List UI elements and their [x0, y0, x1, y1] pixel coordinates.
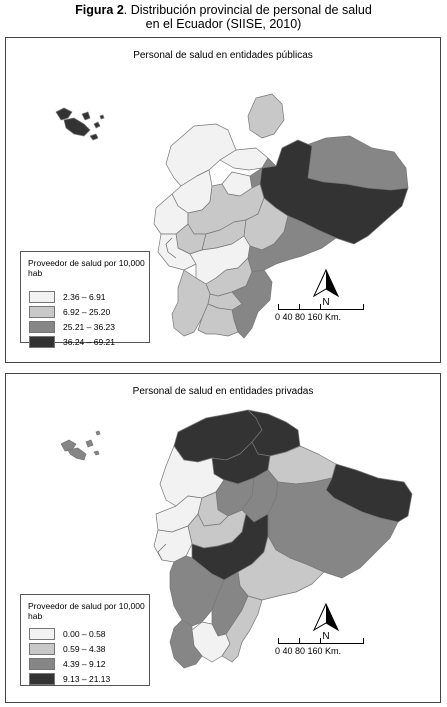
legend-title: Proveedor de salud por 10,000 hab — [28, 601, 145, 621]
legend-swatch — [29, 672, 55, 685]
legend-public: Proveedor de salud por 10,000 hab 2.36 –… — [20, 251, 150, 348]
province — [165, 123, 237, 187]
legend-label: 4.39 – 9.12 — [63, 658, 106, 669]
province — [171, 269, 211, 337]
map-panel-private: Personal de salud en entidades privadas — [5, 373, 441, 703]
north-label: N — [322, 297, 329, 308]
province — [197, 303, 239, 337]
legend-label: 0.00 – 0.58 — [63, 628, 106, 639]
legend-label: 2.36 – 6.91 — [63, 291, 106, 302]
legend-swatch — [29, 290, 55, 303]
legend-item: 2.36 – 6.91 — [29, 290, 106, 303]
legend-item: 25.21 – 36.23 — [29, 320, 115, 333]
figure-title-text: . Distribución provincial de personal de… — [123, 3, 372, 17]
north-arrow-icon: N — [312, 268, 340, 308]
figure-title: Figura 2. Distribución provincial de per… — [0, 3, 447, 31]
province — [169, 619, 203, 669]
legend-swatch — [29, 657, 55, 670]
legend-title: Proveedor de salud por 10,000 hab — [28, 258, 145, 278]
province-map-private — [60, 409, 413, 669]
figure-title-line2: en el Ecuador (SIISE, 2010) — [145, 17, 302, 31]
legend-item: 9.13 – 21.13 — [29, 672, 111, 685]
legend-swatch — [29, 335, 55, 348]
legend-swatch — [29, 320, 55, 333]
province-map-public — [55, 93, 409, 339]
legend-item: 0.00 – 0.58 — [29, 627, 106, 640]
legend-private: Proveedor de salud por 10,000 hab 0.00 –… — [20, 594, 150, 686]
legend-item: 36.24 – 69.21 — [29, 335, 115, 348]
figure-label: Figura 2 — [75, 3, 124, 17]
legend-swatch — [29, 642, 55, 655]
scale-labels: 0 40 80 160 Km. — [275, 312, 342, 322]
legend-label: 9.13 – 21.13 — [63, 673, 111, 684]
legend-swatch — [29, 627, 55, 640]
legend-label: 6.92 – 25.20 — [63, 306, 111, 317]
legend-item: 0.59 – 4.38 — [29, 642, 106, 655]
north-arrow-icon: N — [312, 602, 340, 642]
legend-label: 25.21 – 36.23 — [63, 321, 115, 332]
galapagos-islands — [60, 430, 101, 461]
legend-item: 6.92 – 25.20 — [29, 305, 111, 318]
legend-label: 36.24 – 69.21 — [63, 336, 115, 347]
province — [247, 93, 285, 139]
panel-title-public: Personal de salud en entidades públicas — [133, 50, 313, 61]
province — [221, 595, 263, 663]
galapagos-islands — [55, 107, 105, 141]
province — [219, 147, 269, 171]
map-panel-public: Personal de salud en entidades públicas — [5, 37, 441, 363]
legend-label: 0.59 – 4.38 — [63, 643, 106, 654]
legend-swatch — [29, 305, 55, 318]
legend-item: 4.39 – 9.12 — [29, 657, 106, 670]
panel-title-private: Personal de salud en entidades privadas — [132, 386, 314, 397]
north-label: N — [322, 631, 329, 642]
scale-labels: 0 40 80 160 Km. — [275, 646, 342, 656]
